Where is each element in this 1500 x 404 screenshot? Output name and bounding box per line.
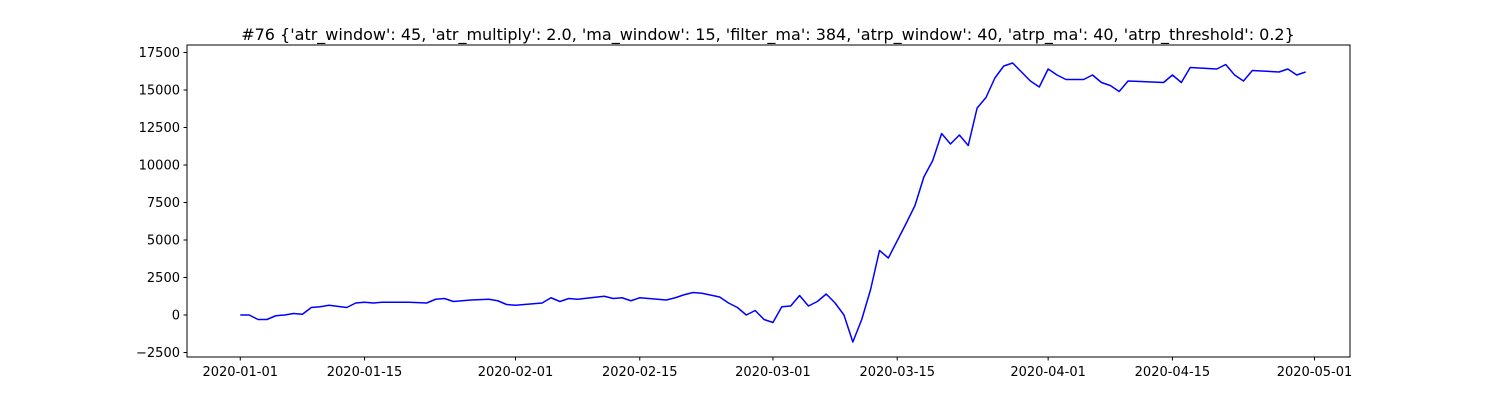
x-tick-label: 2020-01-01 xyxy=(202,365,278,380)
x-tick-label: 2020-03-15 xyxy=(859,365,935,380)
y-tick-label: 10000 xyxy=(139,159,180,174)
y-tick-label: −2500 xyxy=(136,346,180,361)
x-tick-label: 2020-04-15 xyxy=(1135,365,1211,380)
y-tick-label: 12500 xyxy=(139,121,180,136)
x-tick-label: 2020-02-01 xyxy=(478,365,554,380)
x-tick-label: 2020-02-15 xyxy=(602,365,678,380)
axes-frame xyxy=(186,44,1351,358)
data-line xyxy=(240,62,1306,343)
y-tick-label: 15000 xyxy=(139,84,180,99)
x-tick-label: 2020-04-01 xyxy=(1010,365,1086,380)
x-tick-label: 2020-03-01 xyxy=(735,365,811,380)
y-tick-label: 7500 xyxy=(147,196,180,211)
x-tick-label: 2020-01-15 xyxy=(327,365,403,380)
y-tick-label: 2500 xyxy=(147,271,180,286)
y-tick-label: 0 xyxy=(172,309,180,324)
y-tick-label: 5000 xyxy=(147,234,180,249)
y-tick-label: 17500 xyxy=(139,46,180,61)
chart-title: #76 {'atr_window': 45, 'atr_multiply': 2… xyxy=(241,25,1295,45)
x-tick-label: 2020-05-01 xyxy=(1277,365,1353,380)
